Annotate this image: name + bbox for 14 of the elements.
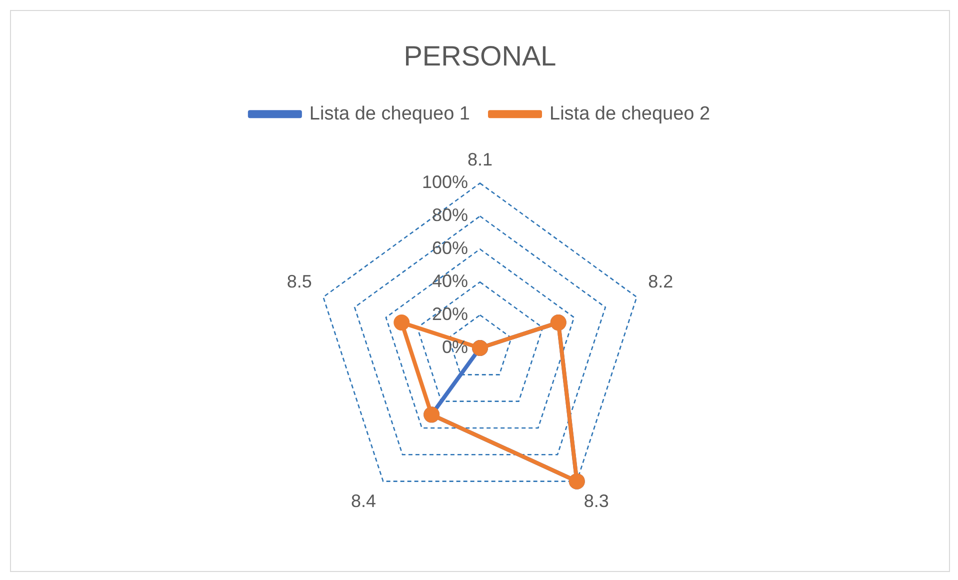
spoke-label: 8.2	[648, 272, 674, 292]
legend-label: Lista de chequeo 1	[309, 103, 470, 124]
y-tick-label: 0%	[442, 336, 468, 357]
y-tick-label: 80%	[432, 205, 468, 226]
y-tick-label: 100%	[422, 172, 468, 192]
spoke-label: 8.4	[351, 490, 376, 511]
legend-label: Lista de chequeo 2	[550, 103, 710, 124]
spoke-label: 8.3	[584, 490, 609, 511]
spoke-label: 8.5	[286, 272, 312, 292]
y-tick-label: 40%	[432, 271, 468, 292]
y-tick-label: 20%	[432, 304, 468, 324]
spoke-label: 8.1	[467, 149, 493, 170]
chart-title: PERSONAL	[404, 40, 556, 72]
y-tick-label: 60%	[432, 238, 468, 258]
